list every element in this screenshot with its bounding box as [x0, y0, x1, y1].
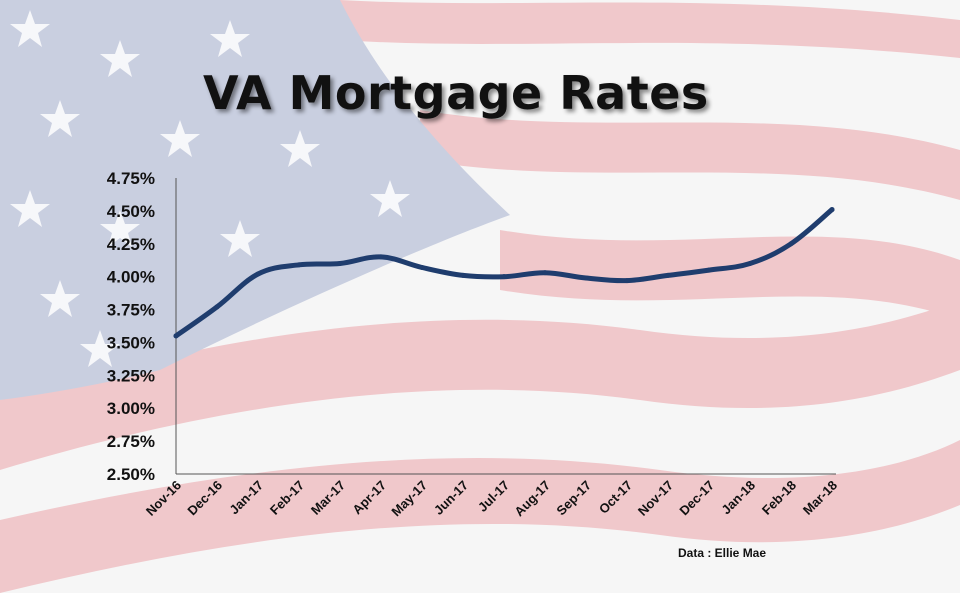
- star-icon: [10, 190, 50, 227]
- x-tick-label: Jun-17: [431, 478, 471, 518]
- x-tick-label: May-17: [388, 478, 430, 520]
- y-tick-labels: 2.50% 2.75% 3.00% 3.25% 3.50% 3.75% 4.00% 4.25%…: [107, 169, 155, 484]
- star-icon: [40, 100, 80, 137]
- x-tick-label: Aug-17: [511, 478, 553, 520]
- star-icon: [40, 280, 80, 317]
- data-point: [542, 270, 548, 276]
- star-icon: [100, 40, 140, 77]
- star-icon: [210, 20, 250, 57]
- star-icon: [80, 330, 120, 367]
- flag-stripe: [500, 230, 960, 320]
- data-point: [624, 278, 630, 284]
- data-point: [296, 262, 302, 268]
- star-icon: [220, 220, 260, 257]
- x-tick-label: Mar-18: [800, 478, 840, 518]
- flag-stripe: [0, 300, 960, 470]
- x-tick-label: Oct-17: [596, 478, 635, 517]
- star-icon: [370, 180, 410, 217]
- data-point: [501, 274, 507, 280]
- x-tick-label: Mar-17: [308, 478, 348, 518]
- y-tick-label: 3.50%: [107, 333, 155, 352]
- x-tick-label: Sep-17: [553, 478, 594, 519]
- y-tick-label: 4.75%: [107, 169, 155, 188]
- data-point: [583, 275, 589, 281]
- data-point: [378, 254, 384, 260]
- x-tick-label: Feb-18: [759, 478, 799, 518]
- series-line: [173, 207, 835, 339]
- x-tick-label: Jan-17: [226, 478, 266, 518]
- x-tick-label: Dec-17: [676, 478, 717, 519]
- y-tick-label: 4.00%: [107, 268, 155, 287]
- x-tick-label: Nov-17: [635, 478, 676, 519]
- x-tick-label: Feb-17: [267, 478, 307, 518]
- star-icon: [160, 120, 200, 157]
- y-tick-label: 3.75%: [107, 301, 155, 320]
- data-source-note: Data : Ellie Mae: [678, 546, 767, 560]
- flag-stripe: [0, 440, 960, 593]
- data-point: [788, 241, 794, 247]
- data-point: [460, 272, 466, 278]
- y-tick-label: 4.50%: [107, 202, 155, 221]
- x-tick-label: Dec-16: [184, 478, 225, 519]
- x-tick-label: Apr-17: [349, 478, 389, 518]
- data-point: [665, 272, 671, 278]
- data-point: [214, 304, 220, 310]
- x-tick-labels: Nov-16 Dec-16 Jan-17 Feb-17 Mar-17 Apr-17 May-…: [143, 478, 840, 520]
- flag-stripe: [340, 0, 960, 58]
- data-point: [255, 271, 261, 277]
- flag-stripe: [420, 110, 960, 200]
- x-tick-label: Jul-17: [475, 478, 512, 515]
- y-tick-label: 2.75%: [107, 432, 155, 451]
- flag-stars: [10, 10, 410, 367]
- y-tick-label: 4.25%: [107, 235, 155, 254]
- x-tick-label: Jan-18: [718, 478, 758, 518]
- y-tick-label: 3.25%: [107, 366, 155, 385]
- data-point: [747, 261, 753, 267]
- star-icon: [10, 10, 50, 47]
- flag-canton: [0, 0, 510, 400]
- y-tick-label: 3.00%: [107, 399, 155, 418]
- star-icon: [100, 210, 140, 247]
- data-point: [706, 267, 712, 273]
- star-icon: [280, 130, 320, 167]
- data-point: [173, 333, 179, 339]
- data-point: [419, 264, 425, 270]
- y-tick-label: 2.50%: [107, 465, 155, 484]
- data-point: [337, 261, 343, 267]
- page-title: VA Mortgage Rates: [203, 66, 709, 120]
- data-point: [829, 207, 835, 213]
